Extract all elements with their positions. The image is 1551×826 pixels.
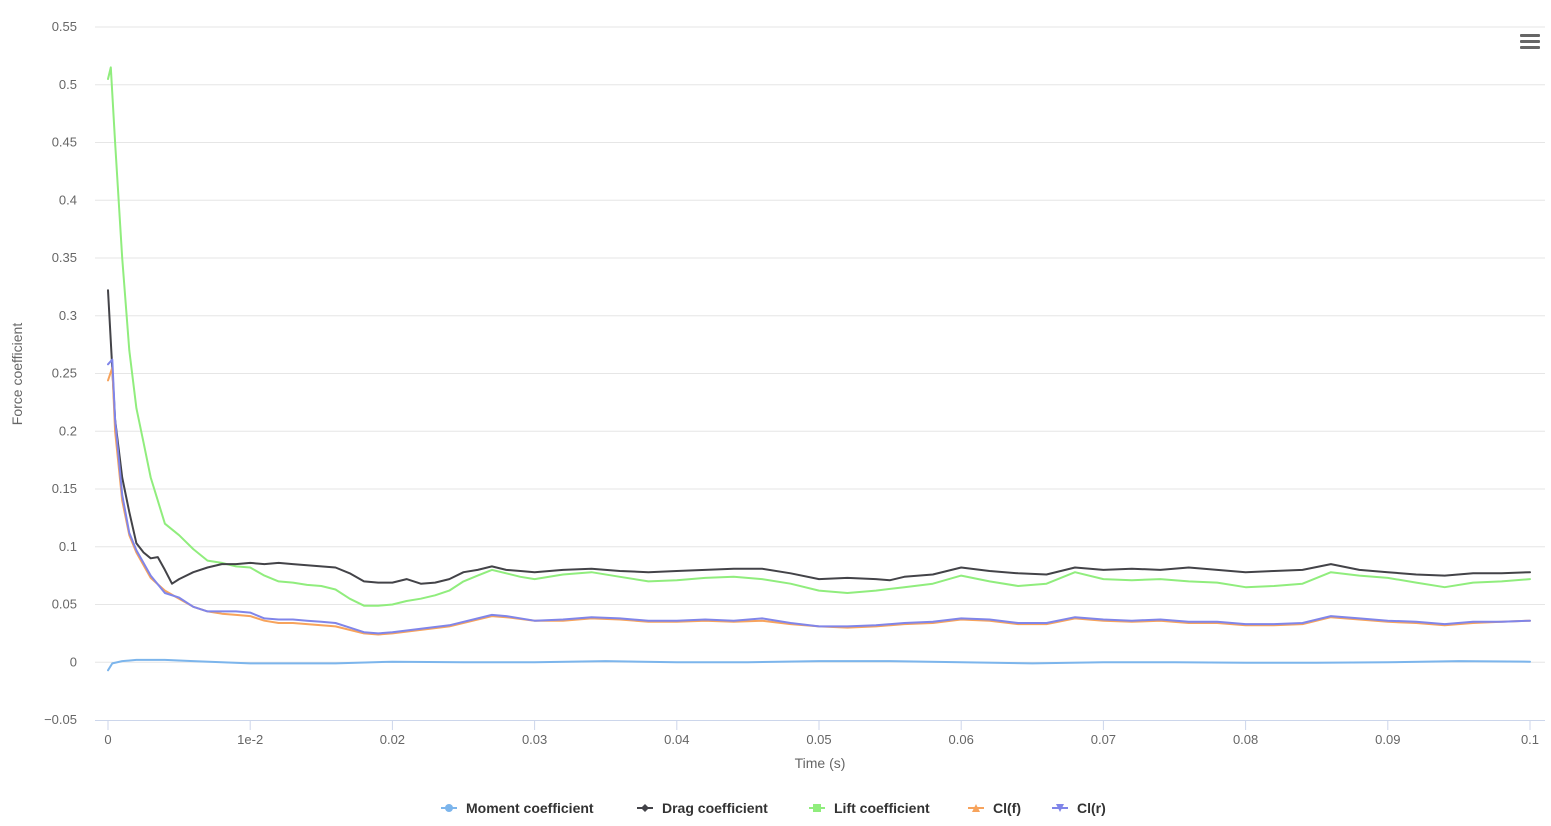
x-tick-label: 0.02 — [380, 732, 405, 747]
legend-marker-square — [813, 804, 821, 812]
legend-item[interactable]: Drag coefficient — [637, 800, 768, 816]
legend-item[interactable]: Moment coefficient — [441, 800, 594, 816]
legend-item[interactable]: Lift coefficient — [809, 800, 930, 816]
x-axis-title: Time (s) — [795, 755, 846, 771]
y-tick-label: 0.15 — [52, 481, 77, 496]
y-tick-label: 0.45 — [52, 135, 77, 150]
x-tick-label: 0 — [104, 732, 111, 747]
series-line-moment-coefficient — [107, 658, 1531, 672]
legend-marker-circle — [445, 804, 453, 812]
x-axis-ticks: 0 1e-2 0.02 0.03 0.04 0.05 0.06 0.07 0.08 0.09 0.1 — [104, 720, 1539, 747]
legend-marker-triangle-down — [1056, 804, 1064, 812]
legend: Moment coefficient Drag coefficient Lift c… — [441, 800, 1106, 816]
x-tick-label: 1e-2 — [237, 732, 263, 747]
y-tick-label: 0 — [70, 654, 77, 669]
series-line-cl-f — [107, 366, 1531, 636]
y-tick-label: 0.25 — [52, 366, 77, 381]
y-tick-label: −0.05 — [44, 712, 77, 727]
y-tick-label: 0.35 — [52, 250, 77, 265]
grid-lines — [95, 26, 1545, 663]
legend-label: Cl(r) — [1077, 800, 1106, 816]
legend-label: Cl(f) — [993, 800, 1021, 816]
y-tick-label: 0.5 — [59, 77, 77, 92]
y-tick-label: 0.2 — [59, 423, 77, 438]
legend-label: Moment coefficient — [466, 800, 594, 816]
x-tick-label: 0.05 — [806, 732, 831, 747]
x-tick-label: 0.09 — [1375, 732, 1400, 747]
x-tick-label: 0.04 — [664, 732, 689, 747]
x-tick-label: 0.07 — [1091, 732, 1116, 747]
hamburger-menu-icon[interactable] — [1512, 28, 1548, 56]
y-tick-label: 0.05 — [52, 597, 77, 612]
legend-label: Lift coefficient — [834, 800, 930, 816]
x-tick-label: 0.08 — [1233, 732, 1258, 747]
series-line-cl-r — [107, 358, 1531, 635]
x-tick-label: 0.1 — [1521, 732, 1539, 747]
y-axis-title: Force coefficient — [9, 323, 25, 426]
legend-label: Drag coefficient — [662, 800, 768, 816]
y-tick-label: 0.55 — [52, 19, 77, 34]
x-tick-label: 0.06 — [949, 732, 974, 747]
y-tick-label: 0.3 — [59, 308, 77, 323]
legend-marker-triangle — [972, 804, 980, 812]
legend-item[interactable]: Cl(r) — [1052, 800, 1106, 816]
legend-marker-diamond — [641, 804, 649, 812]
series-line-drag-coefficient — [107, 289, 1531, 585]
series-line-lift-coefficient — [107, 66, 1531, 607]
legend-item[interactable]: Cl(f) — [968, 800, 1021, 816]
x-tick-label: 0.03 — [522, 732, 547, 747]
y-tick-label: 0.4 — [59, 192, 77, 207]
series-lines — [107, 66, 1531, 672]
y-tick-label: 0.1 — [59, 539, 77, 554]
y-axis-ticks: −0.05 0 0.05 0.1 0.15 0.2 0.25 0.3 0.35 0.4 0.45 0.… — [44, 19, 77, 727]
